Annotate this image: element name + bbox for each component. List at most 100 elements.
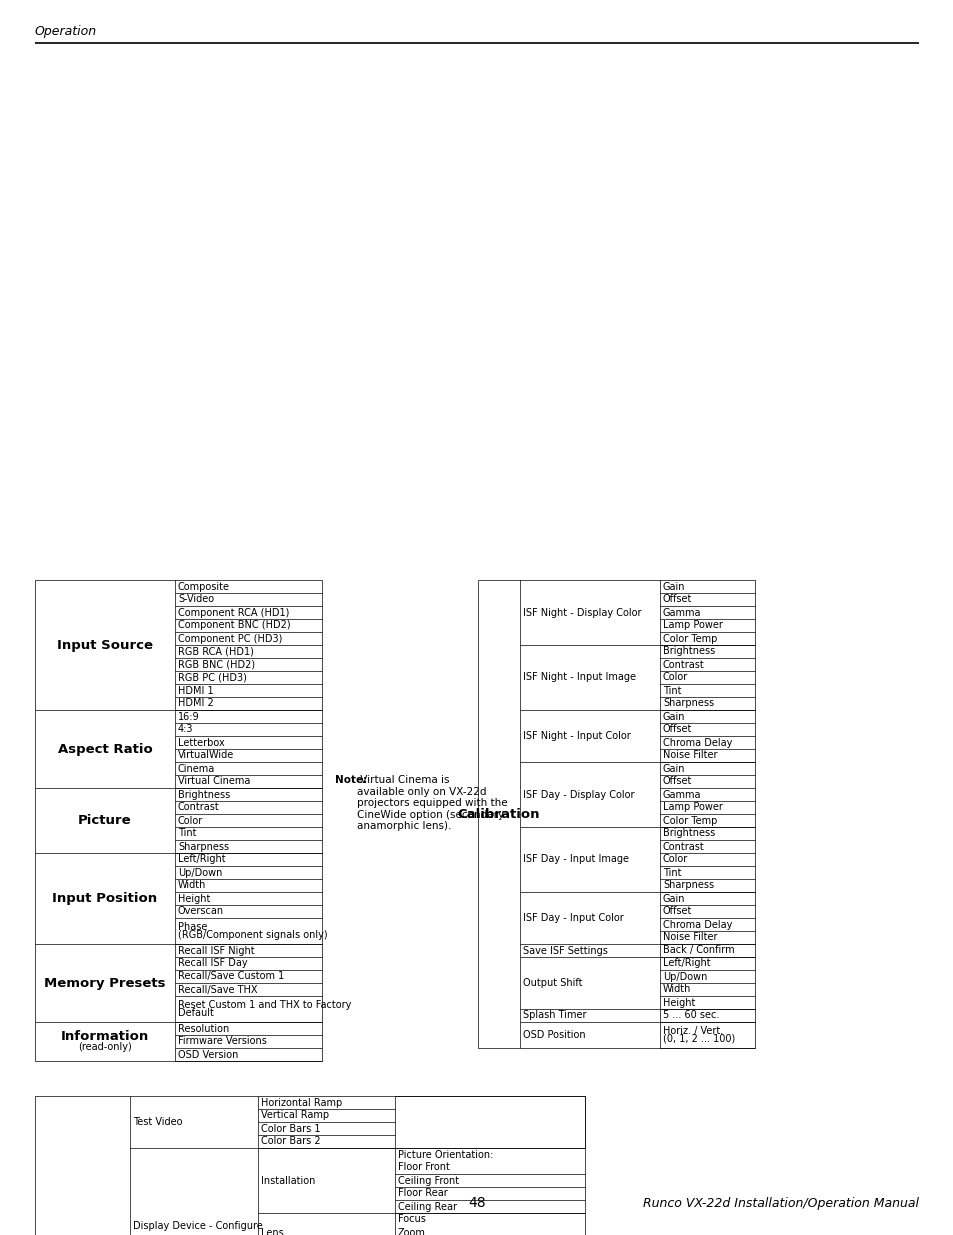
- Text: Contrast: Contrast: [662, 659, 704, 669]
- Text: Input Source: Input Source: [57, 638, 152, 652]
- Text: Color Bars 2: Color Bars 2: [261, 1136, 320, 1146]
- Text: ISF Night - Display Color: ISF Night - Display Color: [522, 608, 640, 618]
- Text: Floor Rear: Floor Rear: [397, 1188, 447, 1198]
- Text: Phase: Phase: [178, 923, 207, 932]
- Text: 5 ... 60 sec.: 5 ... 60 sec.: [662, 1010, 719, 1020]
- Text: Offset: Offset: [662, 777, 692, 787]
- Text: Virtual Cinema is
available only on VX-22d
projectors equipped with the
CineWide: Virtual Cinema is available only on VX-2…: [356, 776, 507, 831]
- Text: Save ISF Settings: Save ISF Settings: [522, 946, 607, 956]
- Text: Lamp Power: Lamp Power: [662, 620, 722, 631]
- Text: RGB RCA (HD1): RGB RCA (HD1): [178, 646, 253, 657]
- Text: 4:3: 4:3: [178, 725, 193, 735]
- Text: Contrast: Contrast: [178, 803, 219, 813]
- Text: ISF Day - Display Color: ISF Day - Display Color: [522, 789, 634, 799]
- Text: Floor Front: Floor Front: [397, 1162, 450, 1172]
- Text: Color Temp: Color Temp: [662, 634, 717, 643]
- Text: Tint: Tint: [662, 867, 680, 878]
- Bar: [477, 580, 754, 1049]
- Text: Recall/Save Custom 1: Recall/Save Custom 1: [178, 972, 284, 982]
- Text: Height: Height: [178, 893, 211, 904]
- Text: S-Video: S-Video: [178, 594, 213, 604]
- Text: Color Bars 1: Color Bars 1: [261, 1124, 320, 1134]
- Bar: [35, 580, 322, 1061]
- Text: Input Position: Input Position: [52, 892, 157, 905]
- Text: Gamma: Gamma: [662, 608, 700, 618]
- Text: Composite: Composite: [178, 582, 230, 592]
- Text: Tint: Tint: [178, 829, 196, 839]
- Text: Gain: Gain: [662, 582, 685, 592]
- Text: Picture: Picture: [78, 814, 132, 827]
- Text: Brightness: Brightness: [662, 829, 715, 839]
- Text: Noise Filter: Noise Filter: [662, 751, 717, 761]
- Text: Splash Timer: Splash Timer: [522, 1010, 586, 1020]
- Text: Information: Information: [61, 1030, 149, 1044]
- Text: OSD Position: OSD Position: [522, 1030, 585, 1040]
- Text: Offset: Offset: [662, 725, 692, 735]
- Text: Sharpness: Sharpness: [662, 881, 714, 890]
- Text: ISF Night - Input Color: ISF Night - Input Color: [522, 731, 630, 741]
- Text: ISF Night - Input Image: ISF Night - Input Image: [522, 673, 636, 683]
- Text: Color Temp: Color Temp: [662, 815, 717, 825]
- Text: Output Shift: Output Shift: [522, 978, 582, 988]
- Text: HDMI 1: HDMI 1: [178, 685, 213, 695]
- Text: Gain: Gain: [662, 711, 685, 721]
- Text: Default: Default: [178, 1008, 213, 1018]
- Text: Noise Filter: Noise Filter: [662, 932, 717, 942]
- Text: Ceiling Front: Ceiling Front: [397, 1176, 458, 1186]
- Text: Calibration: Calibration: [457, 808, 539, 820]
- Text: Picture Orientation:: Picture Orientation:: [397, 1150, 493, 1160]
- Text: Note:: Note:: [335, 776, 367, 785]
- Text: Test Video: Test Video: [132, 1116, 182, 1128]
- Text: Focus: Focus: [397, 1214, 425, 1224]
- Text: Brightness: Brightness: [662, 646, 715, 657]
- Text: Recall ISF Night: Recall ISF Night: [178, 946, 254, 956]
- Bar: [395, 1095, 584, 1149]
- Text: Memory Presets: Memory Presets: [44, 977, 166, 989]
- Text: Letterbox: Letterbox: [178, 737, 225, 747]
- Text: Offset: Offset: [662, 906, 692, 916]
- Text: ISF Day - Input Color: ISF Day - Input Color: [522, 913, 623, 923]
- Text: Sharpness: Sharpness: [662, 699, 714, 709]
- Text: Up/Down: Up/Down: [178, 867, 222, 878]
- Text: Recall ISF Day: Recall ISF Day: [178, 958, 248, 968]
- Text: 48: 48: [468, 1195, 485, 1210]
- Text: Horiz. / Vert.: Horiz. / Vert.: [662, 1026, 722, 1036]
- Text: Width: Width: [178, 881, 206, 890]
- Text: Lens: Lens: [261, 1228, 283, 1235]
- Text: Zoom: Zoom: [397, 1228, 425, 1235]
- Text: Component RCA (HD1): Component RCA (HD1): [178, 608, 289, 618]
- Text: (read-only): (read-only): [78, 1041, 132, 1051]
- Text: (RGB/Component signals only): (RGB/Component signals only): [178, 930, 327, 940]
- Text: Component PC (HD3): Component PC (HD3): [178, 634, 282, 643]
- Text: HDMI 2: HDMI 2: [178, 699, 213, 709]
- Text: Height: Height: [662, 998, 695, 1008]
- Text: Reset Custom 1 and THX to Factory: Reset Custom 1 and THX to Factory: [178, 1000, 351, 1010]
- Text: Color: Color: [662, 673, 687, 683]
- Text: Horizontal Ramp: Horizontal Ramp: [261, 1098, 342, 1108]
- Text: Up/Down: Up/Down: [662, 972, 706, 982]
- Text: Firmware Versions: Firmware Versions: [178, 1036, 267, 1046]
- Text: ISF Day - Input Image: ISF Day - Input Image: [522, 855, 628, 864]
- Text: Runco VX-22d Installation/Operation Manual: Runco VX-22d Installation/Operation Manu…: [642, 1197, 918, 1210]
- Text: Resolution: Resolution: [178, 1024, 229, 1034]
- Text: Gain: Gain: [662, 893, 685, 904]
- Text: Tint: Tint: [662, 685, 680, 695]
- Text: Color: Color: [662, 855, 687, 864]
- Text: Ceiling Rear: Ceiling Rear: [397, 1202, 456, 1212]
- Text: 16:9: 16:9: [178, 711, 199, 721]
- Text: VirtualWide: VirtualWide: [178, 751, 234, 761]
- Text: Gamma: Gamma: [662, 789, 700, 799]
- Text: Left/Right: Left/Right: [178, 855, 226, 864]
- Text: Recall/Save THX: Recall/Save THX: [178, 984, 257, 994]
- Text: Virtual Cinema: Virtual Cinema: [178, 777, 250, 787]
- Text: Offset: Offset: [662, 594, 692, 604]
- Text: Display Device - Configure: Display Device - Configure: [132, 1221, 262, 1231]
- Text: RGB BNC (HD2): RGB BNC (HD2): [178, 659, 254, 669]
- Text: Width: Width: [662, 984, 691, 994]
- Text: Color: Color: [178, 815, 203, 825]
- Text: Overscan: Overscan: [178, 906, 224, 916]
- Text: Contrast: Contrast: [662, 841, 704, 851]
- Text: Left/Right: Left/Right: [662, 958, 710, 968]
- Text: Installation: Installation: [261, 1176, 315, 1186]
- Text: Brightness: Brightness: [178, 789, 230, 799]
